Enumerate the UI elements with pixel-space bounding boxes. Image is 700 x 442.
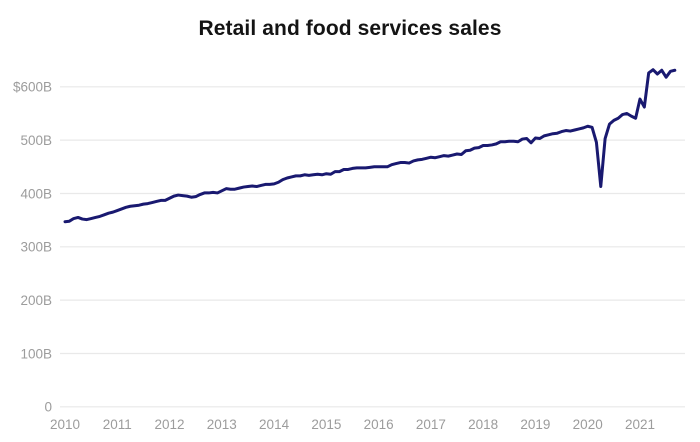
y-tick-label: $600B xyxy=(13,80,52,95)
y-tick-label: 200B xyxy=(20,293,52,308)
y-tick-label: 500B xyxy=(20,133,52,148)
x-tick-label: 2015 xyxy=(311,417,341,432)
x-tick-label: 2012 xyxy=(155,417,185,432)
x-tick-label: 2011 xyxy=(103,417,132,432)
x-tick-label: 2021 xyxy=(625,417,655,432)
y-tick-label: 300B xyxy=(20,240,52,255)
x-tick-label: 2020 xyxy=(573,417,603,432)
x-tick-label: 2019 xyxy=(520,417,550,432)
x-tick-label: 2016 xyxy=(364,417,394,432)
x-tick-label: 2010 xyxy=(50,417,80,432)
x-tick-label: 2013 xyxy=(207,417,237,432)
x-tick-label: 2014 xyxy=(259,417,290,432)
chart-title: Retail and food services sales xyxy=(198,17,502,40)
sales-line xyxy=(63,68,677,224)
y-tick-label: 400B xyxy=(20,186,52,201)
x-tick-label: 2018 xyxy=(468,417,498,432)
y-tick-label: 0 xyxy=(44,400,52,415)
y-tick-label: 100B xyxy=(20,346,52,361)
x-tick-label: 2017 xyxy=(416,417,446,432)
